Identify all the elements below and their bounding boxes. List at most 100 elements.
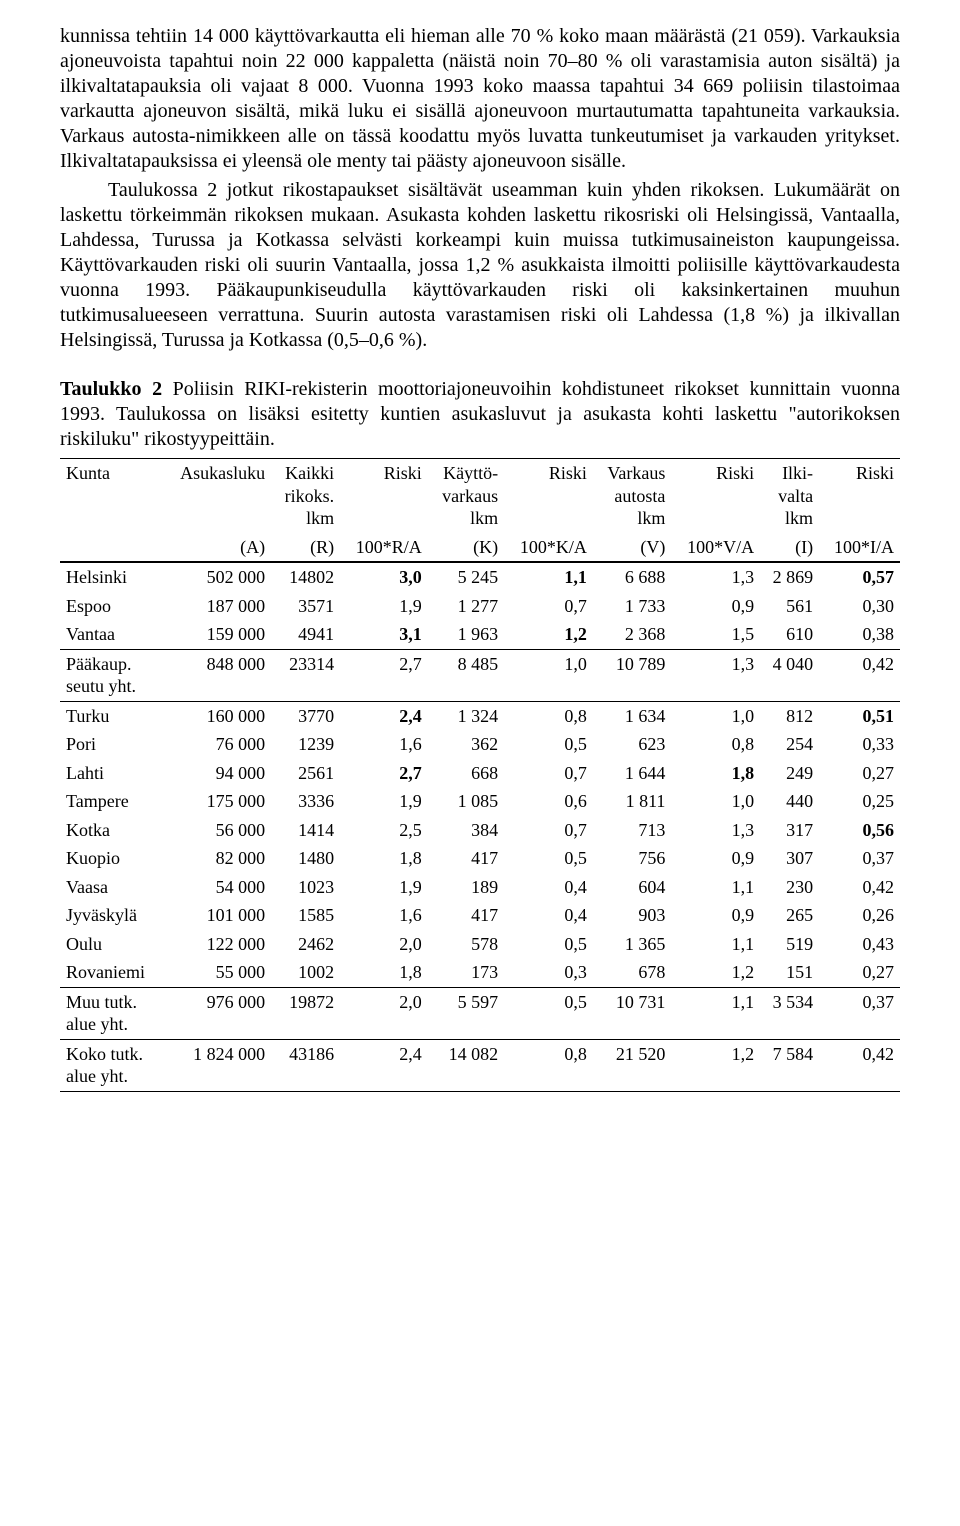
table-cell: 0,6: [504, 787, 593, 816]
table-cell: 1,1: [671, 873, 760, 902]
table-cell: 0,8: [504, 701, 593, 730]
table-cell: 384: [428, 816, 504, 845]
table-cell: 2 368: [593, 620, 672, 649]
table-cell: 1 634: [593, 701, 672, 730]
table-cell: 1585: [271, 901, 340, 930]
col-header: Asukasluku: [162, 459, 271, 533]
caption-rest: Poliisin RIKI-rekisterin moottoriajoneuv…: [60, 378, 900, 450]
table-cell: 678: [593, 958, 672, 987]
table-row: Rovaniemi55 00010021,81730,36781,21510,2…: [60, 958, 900, 987]
table-cell: 1480: [271, 844, 340, 873]
col-header: Riski: [671, 459, 760, 533]
col-subheader: (R): [271, 533, 340, 563]
table-cell: 2,5: [340, 816, 428, 845]
table-cell: 1,8: [340, 958, 428, 987]
table-cell: 19872: [271, 987, 340, 1039]
table-cell: 1239: [271, 730, 340, 759]
table-cell: 2,4: [340, 701, 428, 730]
table-cell: 56 000: [162, 816, 271, 845]
table-cell: 604: [593, 873, 672, 902]
table-cell: Kotka: [60, 816, 162, 845]
table-cell: Vantaa: [60, 620, 162, 649]
table-cell: 187 000: [162, 592, 271, 621]
table-row: Kuopio82 00014801,84170,57560,93070,37: [60, 844, 900, 873]
table-cell: 0,9: [671, 901, 760, 930]
table-cell: 1 365: [593, 930, 672, 959]
table-cell: 812: [760, 701, 819, 730]
data-table: KuntaAsukaslukuKaikkirikoks.lkmRiskiKäyt…: [60, 458, 900, 1092]
table-cell: 1414: [271, 816, 340, 845]
table-cell: 23314: [271, 649, 340, 701]
table-cell: 160 000: [162, 701, 271, 730]
col-subheader: 100*R/A: [340, 533, 428, 563]
table-row: Koko tutk.alue yht.1 824 000431862,414 0…: [60, 1039, 900, 1091]
table-cell: 175 000: [162, 787, 271, 816]
col-header: Riski: [340, 459, 428, 533]
table-cell: 1 085: [428, 787, 504, 816]
table-cell: 848 000: [162, 649, 271, 701]
col-subheader: 100*I/A: [819, 533, 900, 563]
table-cell: 7 584: [760, 1039, 819, 1091]
table-row: Espoo187 00035711,91 2770,71 7330,95610,…: [60, 592, 900, 621]
table-cell: 1,2: [671, 1039, 760, 1091]
col-subheader: (V): [593, 533, 672, 563]
table-cell: 0,43: [819, 930, 900, 959]
table-cell: 43186: [271, 1039, 340, 1091]
col-subheader: 100*K/A: [504, 533, 593, 563]
table-cell: 101 000: [162, 901, 271, 930]
table-cell: 0,42: [819, 1039, 900, 1091]
table-cell: Jyväskylä: [60, 901, 162, 930]
table-cell: 21 520: [593, 1039, 672, 1091]
table-cell: 1,6: [340, 730, 428, 759]
table-cell: 94 000: [162, 759, 271, 788]
table-cell: 1 963: [428, 620, 504, 649]
table-row: Vaasa54 00010231,91890,46041,12300,42: [60, 873, 900, 902]
table-cell: 2,4: [340, 1039, 428, 1091]
table-cell: 0,7: [504, 816, 593, 845]
table-cell: 502 000: [162, 562, 271, 592]
table-cell: Rovaniemi: [60, 958, 162, 987]
table-cell: 76 000: [162, 730, 271, 759]
table-cell: 151: [760, 958, 819, 987]
table-cell: 0,8: [504, 1039, 593, 1091]
table-cell: Pääkaup.seutu yht.: [60, 649, 162, 701]
table-cell: 3336: [271, 787, 340, 816]
col-header: Kaikkirikoks.lkm: [271, 459, 340, 533]
table-cell: 440: [760, 787, 819, 816]
table-cell: 668: [428, 759, 504, 788]
table-cell: 4 040: [760, 649, 819, 701]
table-cell: 610: [760, 620, 819, 649]
table-cell: 0,51: [819, 701, 900, 730]
table-cell: 578: [428, 930, 504, 959]
table-cell: 0,5: [504, 987, 593, 1039]
table-cell: 0,27: [819, 958, 900, 987]
caption-bold: Taulukko 2: [60, 378, 162, 400]
col-header-empty: [60, 533, 162, 563]
table-cell: Pori: [60, 730, 162, 759]
table-cell: 0,8: [671, 730, 760, 759]
col-header: Riski: [504, 459, 593, 533]
table-row: Vantaa159 00049413,11 9631,22 3681,56100…: [60, 620, 900, 649]
table-cell: Oulu: [60, 930, 162, 959]
table-cell: Muu tutk.alue yht.: [60, 987, 162, 1039]
table-cell: 1,1: [671, 987, 760, 1039]
table-cell: 0,9: [671, 592, 760, 621]
table-cell: 2,0: [340, 930, 428, 959]
table-cell: 14802: [271, 562, 340, 592]
col-subheader: 100*V/A: [671, 533, 760, 563]
table-cell: 1,0: [671, 701, 760, 730]
table-cell: 3,1: [340, 620, 428, 649]
table-row: Pori76 00012391,63620,56230,82540,33: [60, 730, 900, 759]
table-cell: Koko tutk.alue yht.: [60, 1039, 162, 1091]
table-cell: 1,3: [671, 816, 760, 845]
table-cell: 1,2: [504, 620, 593, 649]
table-cell: 317: [760, 816, 819, 845]
table-row: Helsinki502 000148023,05 2451,16 6881,32…: [60, 562, 900, 592]
table-cell: Lahti: [60, 759, 162, 788]
table-cell: 362: [428, 730, 504, 759]
table-cell: 0,5: [504, 844, 593, 873]
table-cell: 0,9: [671, 844, 760, 873]
table-cell: 623: [593, 730, 672, 759]
table-cell: 519: [760, 930, 819, 959]
table-row: Jyväskylä101 00015851,64170,49030,92650,…: [60, 901, 900, 930]
